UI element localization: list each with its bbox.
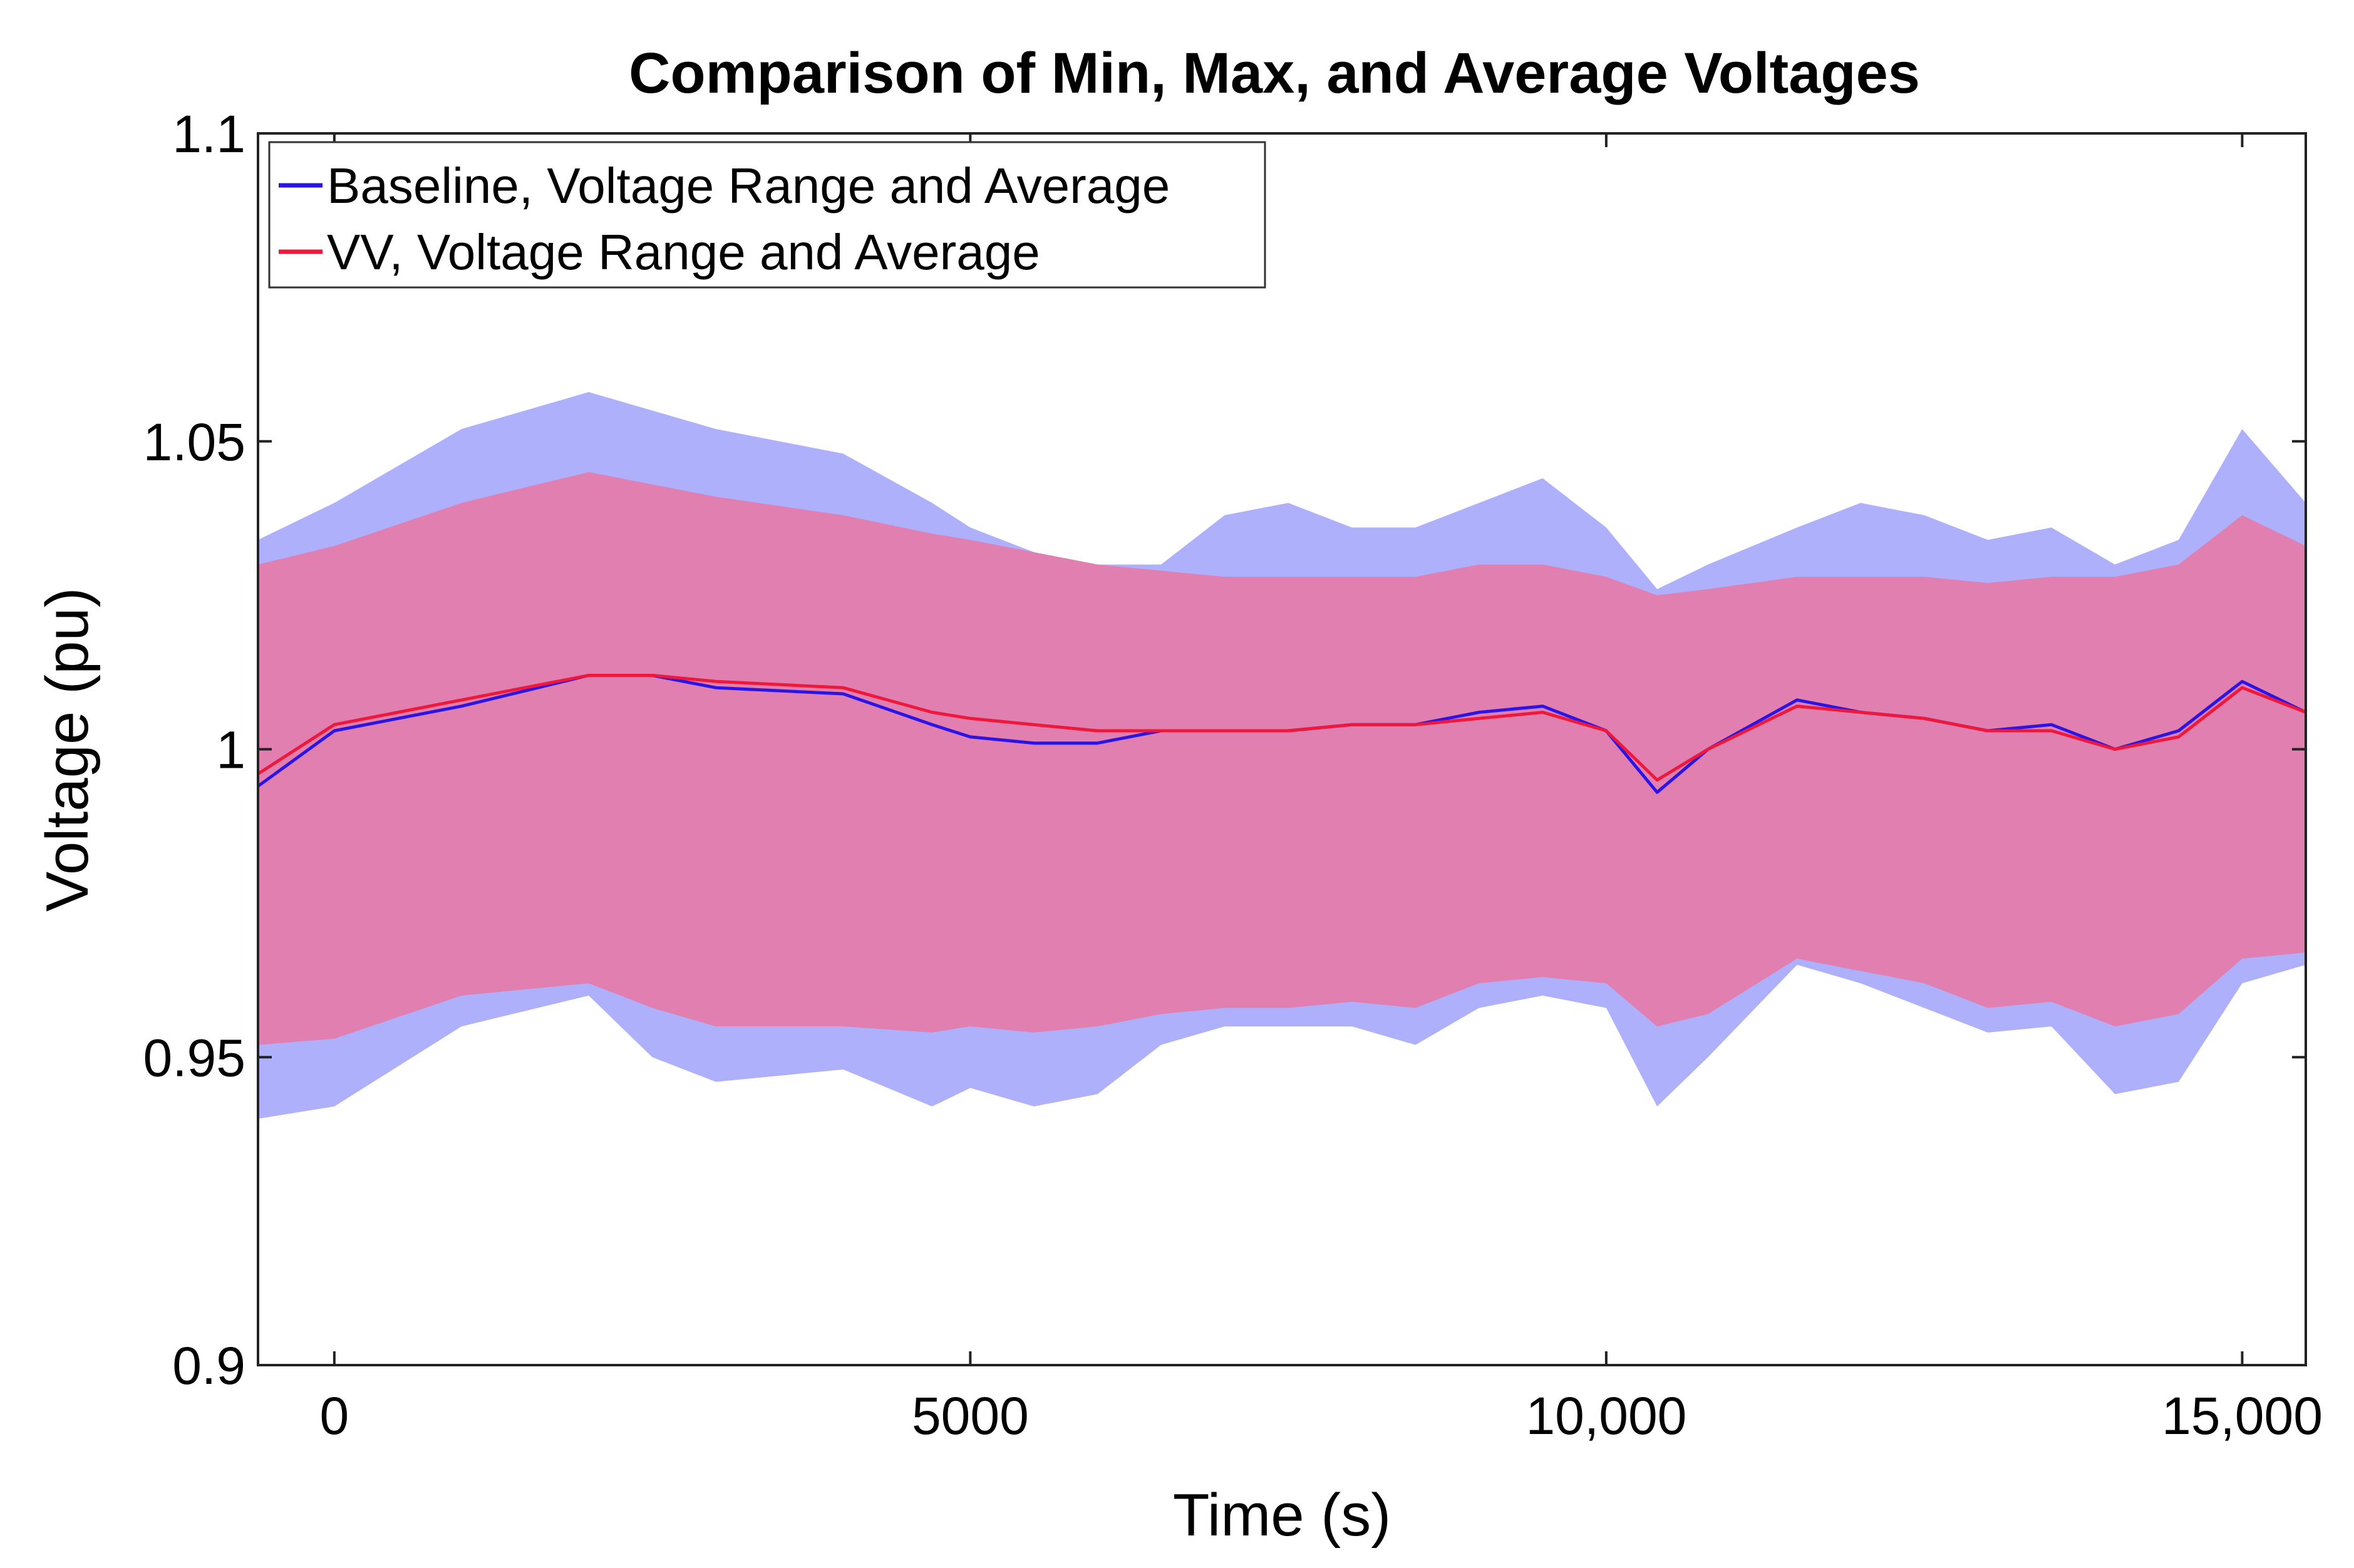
vv-range-band — [258, 472, 2306, 1045]
x-tick-label: 15,000 — [2162, 1386, 2323, 1445]
y-tick-label: 1 — [216, 721, 245, 780]
y-axis-ticks: 0.9 0.95 1 1.05 1.1 — [143, 105, 2306, 1395]
y-axis-label: Voltage (pu) — [34, 587, 101, 912]
legend-box — [268, 141, 1266, 289]
x-tick-label: 10,000 — [1525, 1386, 1686, 1445]
x-axis-label: Time (s) — [1173, 1482, 1391, 1549]
y-tick-label: 1.05 — [143, 413, 246, 472]
vv-average-line — [257, 674, 2306, 782]
vv-average-line-layer — [257, 674, 2306, 782]
y-tick-label: 1.1 — [172, 105, 245, 163]
x-tick-label: 5000 — [912, 1386, 1029, 1445]
y-tick-label: 0.9 — [172, 1336, 245, 1395]
vv-range-band-layer — [258, 472, 2306, 1045]
legend-label-baseline: Baseline, Voltage Range and Average — [327, 158, 1170, 214]
x-tick-label: 0 — [320, 1386, 349, 1445]
x-axis-ticks: 0 5000 10,000 15,000 — [320, 133, 2323, 1445]
legend-label-vv: VV, Voltage Range and Average — [327, 224, 1040, 280]
chart-title: Comparison of Min, Max, and Average Volt… — [629, 41, 1920, 105]
legend: Baseline, Voltage Range and Average VV, … — [268, 141, 1266, 289]
y-tick-label: 0.95 — [143, 1028, 246, 1087]
